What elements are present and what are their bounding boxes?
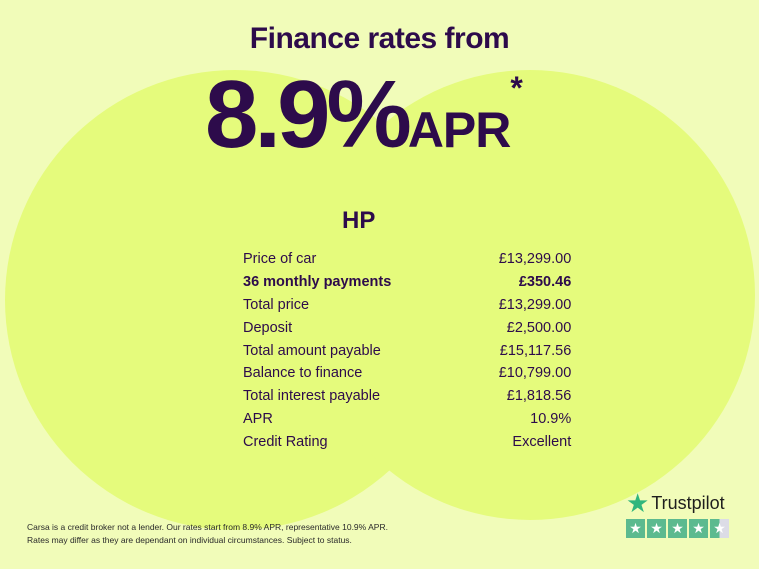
table-row: Credit Rating Excellent: [243, 430, 571, 453]
rate-value: 8.9%: [205, 61, 412, 168]
table-row: 36 monthly payments £350.46: [243, 271, 571, 294]
row-value: £13,299.00: [498, 296, 572, 313]
star-icon: ★: [668, 519, 687, 538]
rate-unit: APR: [407, 102, 512, 158]
row-label: Deposit: [243, 319, 293, 336]
row-label: Balance to finance: [243, 365, 363, 382]
star-icon: ★: [689, 519, 708, 538]
star-icon: ★: [626, 519, 645, 538]
disclaimer: Carsa is a credit broker not a lender. O…: [27, 521, 388, 547]
row-value: £350.46: [518, 274, 572, 291]
row-value: £13,299.00: [498, 251, 572, 268]
trustpilot-star-icon: ★: [626, 488, 650, 518]
trustpilot-name: Trustpilot: [651, 492, 725, 513]
trustpilot-badge[interactable]: ★ Trustpilot ★ ★ ★ ★ ★: [626, 488, 729, 538]
star-icon: ★: [710, 519, 729, 538]
finance-table: Price of car £13,299.00 36 monthly payment…: [243, 248, 571, 453]
headline: Finance rates from: [249, 22, 510, 55]
table-row: APR 10.9%: [243, 408, 571, 431]
disclaimer-line-2: Rates may differ as they are dependant o…: [27, 535, 352, 545]
row-value: 10.9%: [530, 410, 572, 427]
row-value: £15,117.56: [499, 342, 572, 359]
row-value: Excellent: [512, 433, 572, 450]
rate-display: 8.9%APR*: [205, 60, 523, 170]
background-circle-right: [305, 70, 755, 520]
row-label: APR: [243, 410, 273, 427]
table-row: Deposit £2,500.00: [243, 316, 571, 339]
star-icon: ★: [647, 519, 666, 538]
row-label: Price of car: [243, 251, 317, 268]
row-label: Total interest payable: [243, 388, 381, 405]
table-row: Total amount payable £15,117.56: [243, 339, 571, 362]
row-label: Total amount payable: [243, 342, 381, 359]
disclaimer-line-1: Carsa is a credit broker not a lender. O…: [27, 522, 388, 532]
row-value: £1,818.56: [506, 388, 572, 405]
row-label: Credit Rating: [243, 433, 328, 450]
row-value: £2,500.00: [506, 319, 572, 336]
row-value: £10,799.00: [498, 365, 572, 382]
rate-asterisk: *: [510, 70, 523, 106]
table-row: Balance to finance £10,799.00: [243, 362, 571, 385]
row-label: Total price: [243, 296, 310, 313]
row-label: 36 monthly payments: [243, 274, 392, 291]
table-row: Total price £13,299.00: [243, 294, 571, 317]
table-row: Total interest payable £1,818.56: [243, 385, 571, 408]
table-row: Price of car £13,299.00: [243, 248, 571, 271]
section-title: HP: [342, 207, 376, 234]
trustpilot-rating: ★ ★ ★ ★ ★: [626, 519, 729, 538]
